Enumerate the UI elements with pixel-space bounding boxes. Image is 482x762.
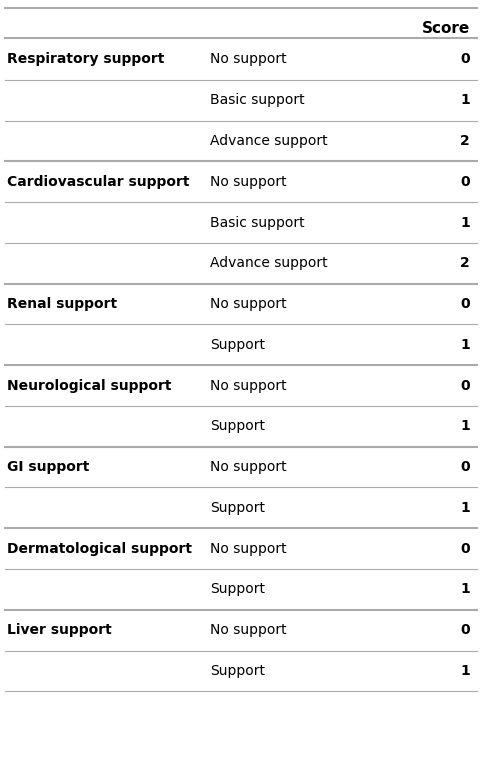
Text: 0: 0 bbox=[460, 623, 470, 637]
Text: Support: Support bbox=[210, 664, 265, 678]
Text: No support: No support bbox=[210, 623, 286, 637]
Text: No support: No support bbox=[210, 297, 286, 311]
Text: 0: 0 bbox=[460, 174, 470, 189]
Text: Liver support: Liver support bbox=[7, 623, 112, 637]
Text: 1: 1 bbox=[460, 216, 470, 229]
Text: Cardiovascular support: Cardiovascular support bbox=[7, 174, 190, 189]
Text: 1: 1 bbox=[460, 501, 470, 515]
Text: 0: 0 bbox=[460, 379, 470, 392]
Text: Support: Support bbox=[210, 582, 265, 597]
Text: Respiratory support: Respiratory support bbox=[7, 53, 165, 66]
Text: 1: 1 bbox=[460, 664, 470, 678]
Text: Renal support: Renal support bbox=[7, 297, 117, 311]
Text: Score: Score bbox=[422, 21, 470, 36]
Text: Support: Support bbox=[210, 419, 265, 434]
Text: 1: 1 bbox=[460, 338, 470, 352]
Text: Basic support: Basic support bbox=[210, 93, 304, 107]
Text: Basic support: Basic support bbox=[210, 216, 304, 229]
Text: 1: 1 bbox=[460, 419, 470, 434]
Text: Advance support: Advance support bbox=[210, 134, 327, 148]
Text: No support: No support bbox=[210, 379, 286, 392]
Text: 0: 0 bbox=[460, 297, 470, 311]
Text: No support: No support bbox=[210, 174, 286, 189]
Text: 2: 2 bbox=[460, 256, 470, 271]
Text: 0: 0 bbox=[460, 542, 470, 555]
Text: No support: No support bbox=[210, 460, 286, 474]
Text: 0: 0 bbox=[460, 53, 470, 66]
Text: No support: No support bbox=[210, 53, 286, 66]
Text: 0: 0 bbox=[460, 460, 470, 474]
Text: Dermatological support: Dermatological support bbox=[7, 542, 192, 555]
Text: Support: Support bbox=[210, 501, 265, 515]
Text: Advance support: Advance support bbox=[210, 256, 327, 271]
Text: 1: 1 bbox=[460, 93, 470, 107]
Text: GI support: GI support bbox=[7, 460, 90, 474]
Text: Neurological support: Neurological support bbox=[7, 379, 172, 392]
Text: 2: 2 bbox=[460, 134, 470, 148]
Text: Support: Support bbox=[210, 338, 265, 352]
Text: 1: 1 bbox=[460, 582, 470, 597]
Text: No support: No support bbox=[210, 542, 286, 555]
